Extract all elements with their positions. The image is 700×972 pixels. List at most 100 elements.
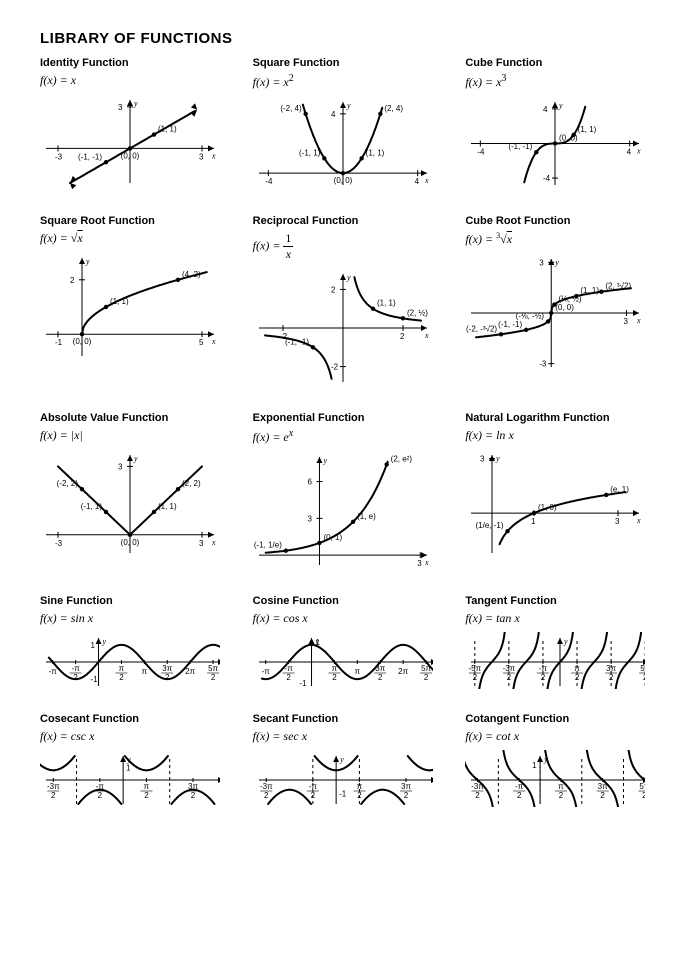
svg-text:4: 4 — [627, 148, 632, 157]
svg-text:y: y — [133, 454, 138, 463]
svg-text:-π: -π — [308, 782, 317, 791]
function-cell: Identity Functionf(x) = xyx-333(-1, -1)(… — [40, 57, 235, 191]
svg-text:5π: 5π — [208, 664, 218, 673]
function-cell: Square Functionf(x) = x2yx-444(-2, 4)(-1… — [253, 57, 448, 191]
function-formula: f(x) = x — [40, 73, 235, 88]
svg-text:5: 5 — [199, 338, 204, 347]
function-cell: Secant Functionf(x) = sec xyx-3π2-π2π23π… — [253, 713, 448, 807]
svg-text:3π: 3π — [598, 782, 608, 791]
svg-text:y: y — [346, 101, 351, 110]
function-formula: f(x) = tan x — [465, 611, 660, 626]
svg-text:(0, 0): (0, 0) — [121, 151, 140, 160]
svg-text:(1, 1): (1, 1) — [377, 299, 396, 308]
svg-text:2: 2 — [70, 276, 75, 285]
svg-text:2: 2 — [575, 673, 580, 682]
graph: yx-3π2-π2π23π2-1 — [253, 750, 433, 807]
svg-text:(1, e): (1, e) — [357, 512, 376, 521]
page-title: LIBRARY OF FUNCTIONS — [40, 30, 660, 47]
svg-text:-π: -π — [96, 782, 105, 791]
svg-text:3π: 3π — [606, 664, 616, 673]
svg-text:y: y — [102, 637, 107, 646]
function-title: Exponential Function — [253, 412, 448, 424]
svg-text:2: 2 — [211, 673, 216, 682]
svg-text:y: y — [339, 755, 344, 764]
graph: yx-44-44(-1, -1)(0, 0)(1, 1) — [465, 96, 645, 191]
function-formula: f(x) = |x| — [40, 428, 235, 443]
svg-text:1: 1 — [315, 638, 320, 647]
svg-text:π: π — [331, 664, 337, 673]
svg-text:(1/e, -1): (1/e, -1) — [476, 521, 504, 530]
function-title: Cube Root Function — [465, 215, 660, 227]
svg-text:2: 2 — [98, 791, 103, 800]
svg-text:2: 2 — [51, 791, 56, 800]
function-title: Reciprocal Function — [253, 215, 448, 227]
function-title: Cube Function — [465, 57, 660, 69]
svg-text:-1: -1 — [91, 675, 99, 684]
function-grid: Identity Functionf(x) = xyx-333(-1, -1)(… — [40, 57, 660, 807]
function-title: Square Function — [253, 57, 448, 69]
svg-text:-4: -4 — [543, 174, 551, 183]
svg-text:-π: -π — [261, 667, 270, 676]
function-cell: Absolute Value Functionf(x) = |x|yx-333(… — [40, 412, 235, 571]
svg-text:3: 3 — [624, 317, 629, 326]
svg-text:2: 2 — [507, 673, 512, 682]
svg-text:x: x — [424, 558, 429, 567]
svg-text:2: 2 — [643, 673, 645, 682]
svg-text:2: 2 — [331, 285, 336, 294]
function-title: Natural Logarithm Function — [465, 412, 660, 424]
svg-text:-4: -4 — [478, 148, 486, 157]
svg-text:-1: -1 — [55, 338, 63, 347]
function-title: Sine Function — [40, 595, 235, 607]
svg-text:1: 1 — [126, 763, 131, 772]
function-formula: f(x) = x2 — [253, 73, 448, 90]
svg-text:(-1, -1): (-1, -1) — [509, 142, 533, 151]
svg-text:4: 4 — [543, 105, 548, 114]
svg-text:3: 3 — [199, 152, 204, 161]
function-formula: f(x) = csc x — [40, 729, 235, 744]
svg-text:π: π — [575, 664, 581, 673]
svg-text:2: 2 — [403, 791, 408, 800]
svg-text:(-1, 1/e): (-1, 1/e) — [254, 541, 282, 550]
svg-text:-3π: -3π — [472, 782, 485, 791]
svg-text:x: x — [211, 337, 216, 346]
svg-text:5π: 5π — [640, 782, 646, 791]
svg-text:-3π: -3π — [503, 664, 516, 673]
function-formula: f(x) = cot x — [465, 729, 660, 744]
svg-text:-π: -π — [49, 667, 58, 676]
svg-text:(2, ³√2): (2, ³√2) — [606, 282, 632, 291]
graph: yx-444(-2, 4)(-1, 1)(0, 0)(1, 1)(2, 4) — [253, 96, 433, 191]
svg-text:x: x — [636, 516, 641, 525]
svg-text:π: π — [356, 782, 362, 791]
svg-text:(-1, 1): (-1, 1) — [299, 148, 321, 157]
svg-text:3π: 3π — [162, 664, 172, 673]
svg-text:-2: -2 — [331, 363, 339, 372]
function-formula: f(x) = cos x — [253, 611, 448, 626]
svg-text:-3: -3 — [55, 152, 63, 161]
function-formula: f(x) = sin x — [40, 611, 235, 626]
function-formula: f(x) = sec x — [253, 729, 448, 744]
svg-text:3: 3 — [118, 462, 123, 471]
svg-text:2: 2 — [357, 791, 362, 800]
svg-text:π: π — [558, 782, 564, 791]
svg-text:(1, 1): (1, 1) — [581, 286, 600, 295]
svg-text:2: 2 — [473, 673, 478, 682]
svg-text:2: 2 — [423, 673, 428, 682]
svg-text:(2, ½): (2, ½) — [407, 308, 428, 317]
svg-text:(1, 1): (1, 1) — [110, 297, 129, 306]
svg-text:-π: -π — [72, 664, 81, 673]
svg-text:(0, 0): (0, 0) — [333, 176, 352, 185]
svg-text:x: x — [424, 176, 429, 185]
svg-text:(0, 1): (0, 1) — [323, 533, 342, 542]
svg-text:5π: 5π — [641, 664, 646, 673]
svg-text:x: x — [424, 331, 429, 340]
svg-text:3: 3 — [540, 258, 545, 267]
svg-text:y: y — [495, 454, 500, 463]
svg-text:(1, 1): (1, 1) — [578, 125, 597, 134]
svg-text:2: 2 — [541, 673, 546, 682]
svg-text:2: 2 — [286, 673, 291, 682]
svg-text:(0, 0): (0, 0) — [556, 303, 575, 312]
svg-text:2: 2 — [609, 673, 614, 682]
svg-text:(4, 2): (4, 2) — [182, 270, 201, 279]
svg-text:2: 2 — [264, 791, 269, 800]
svg-text:3π: 3π — [375, 664, 385, 673]
